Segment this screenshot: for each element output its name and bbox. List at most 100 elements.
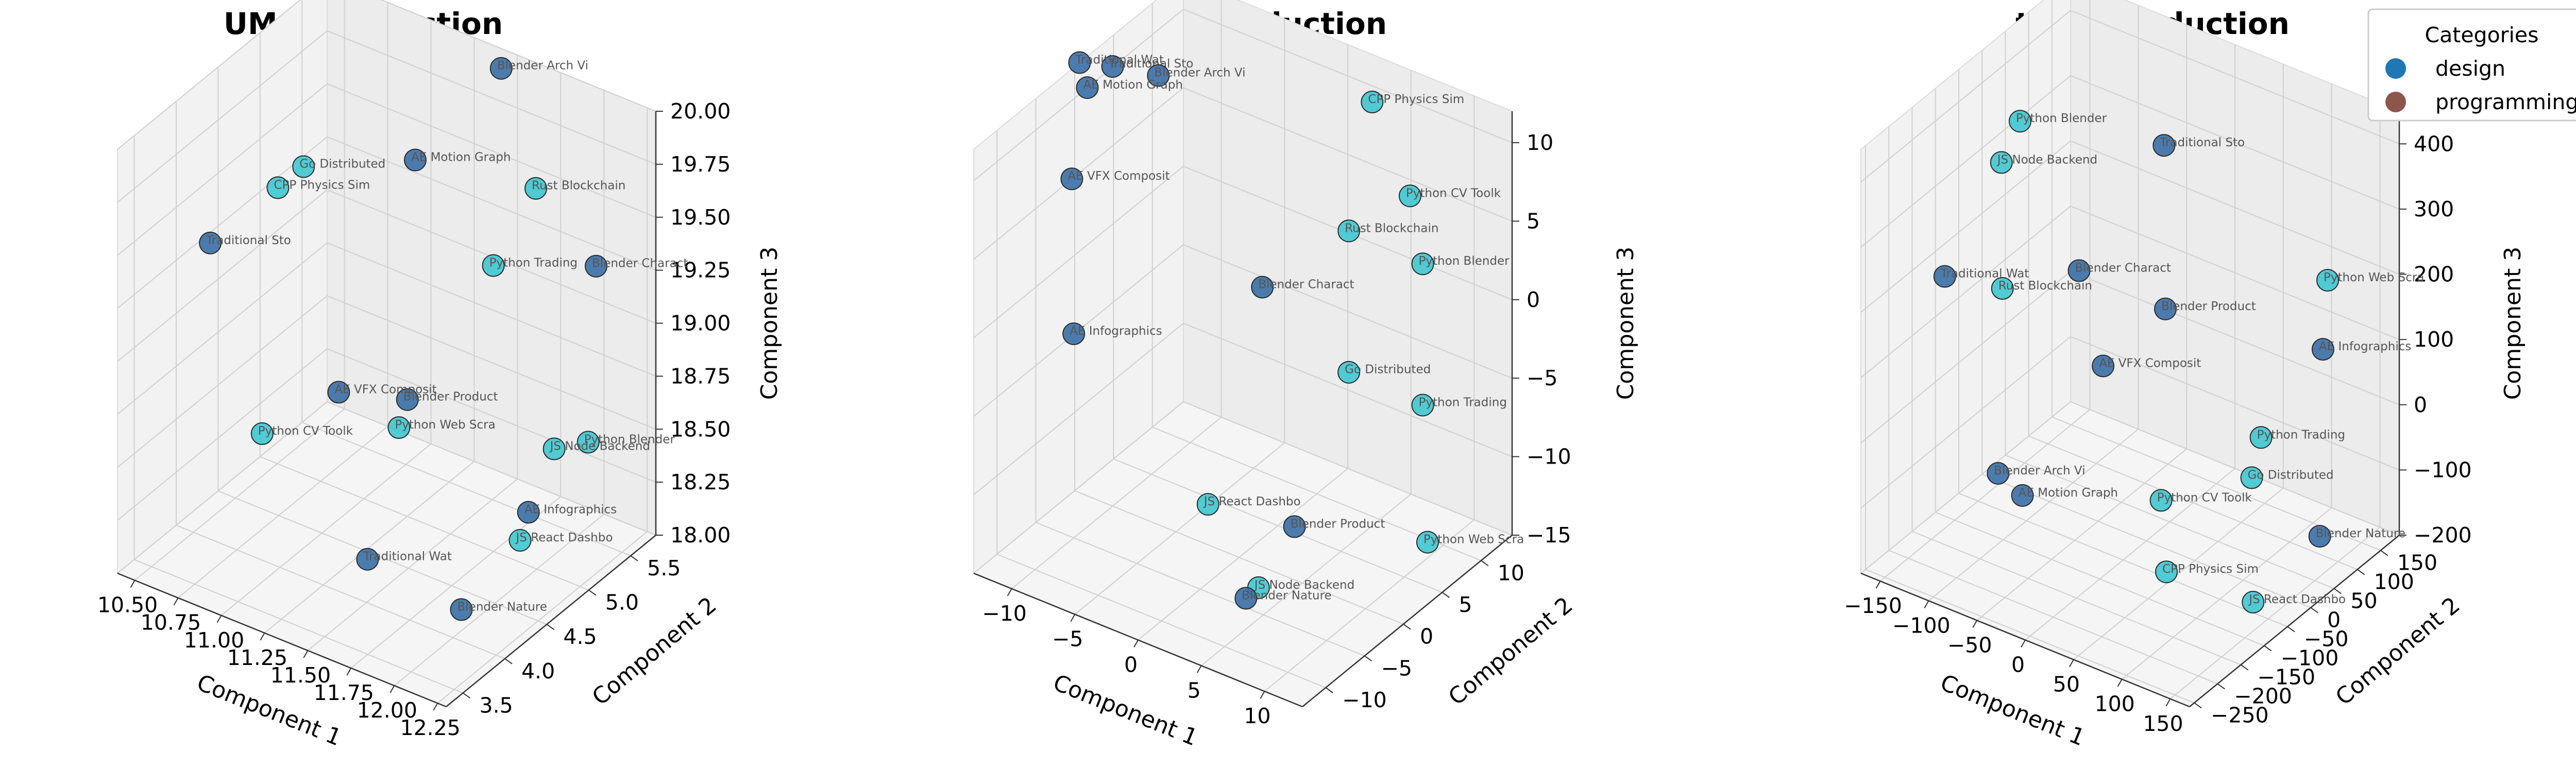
point-label: Blender Arch Vi xyxy=(497,59,588,73)
data-point xyxy=(1416,531,1439,554)
x-tick-mark xyxy=(2165,698,2171,707)
x-tick-mark xyxy=(1924,600,1929,608)
point-label: AE Infographics xyxy=(524,503,617,517)
y-tick-label: −5 xyxy=(1381,656,1412,680)
y-axis-line xyxy=(2189,535,2400,707)
x-tick-mark xyxy=(1196,665,1202,673)
data-point xyxy=(387,416,411,439)
point-label: Traditional Sto xyxy=(206,234,291,247)
data-point xyxy=(1398,184,1421,208)
data-point xyxy=(2242,591,2265,613)
x-tick-label: −10 xyxy=(982,601,1027,626)
x-tick-label: −50 xyxy=(1947,633,1992,657)
point-label: Rust Blockchain xyxy=(532,179,625,193)
data-point xyxy=(1337,361,1361,384)
data-point xyxy=(509,529,532,552)
point-label: Python CV Toolk xyxy=(258,424,353,438)
x-tick-label: 10.50 xyxy=(97,593,158,618)
z-tick-label: 100 xyxy=(2414,327,2454,352)
data-point xyxy=(1196,493,1219,516)
x-tick-mark xyxy=(2069,659,2074,668)
data-point xyxy=(517,501,540,524)
data-point xyxy=(2008,110,2031,133)
point-label: AE Infographics xyxy=(1070,325,1162,338)
y-tick-label: 150 xyxy=(2397,551,2437,575)
z-tick-label: 20.00 xyxy=(670,99,731,124)
x-tick-label: 10 xyxy=(1244,704,1270,728)
y-tick-label: 5.0 xyxy=(605,590,639,615)
z-tick-label: −5 xyxy=(1527,366,1557,390)
z-tick-label: 200 xyxy=(2414,262,2454,287)
data-point xyxy=(1933,265,1956,288)
gridline-z xyxy=(973,322,1513,496)
data-point xyxy=(1337,219,1361,243)
x-tick-label: 100 xyxy=(2095,692,2135,716)
point-label: Python Web Scra xyxy=(395,418,495,432)
point-label: Blender Charact xyxy=(592,257,688,270)
point-label: Blender Product xyxy=(403,390,498,404)
gridline-z xyxy=(973,244,1513,417)
point-label: Blender Nature xyxy=(1242,589,1331,602)
x-tick-label: 12.25 xyxy=(400,715,461,740)
y-tick-mark xyxy=(2333,588,2342,594)
data-point xyxy=(2149,489,2173,512)
point-label: Blender Charact xyxy=(2075,261,2171,275)
x-tick-mark xyxy=(1260,691,1265,699)
y-tick-mark xyxy=(630,555,638,561)
z-tick-label: −100 xyxy=(2414,457,2472,482)
y-tick-mark xyxy=(2357,569,2365,575)
y-tick-label: 0 xyxy=(1420,624,1433,649)
data-point xyxy=(292,155,315,178)
x-tick-label: 11.25 xyxy=(227,645,287,670)
data-point xyxy=(543,437,566,460)
y-tick-label: 4.0 xyxy=(521,659,555,684)
data-point xyxy=(1411,394,1434,417)
z-axis-label: Component 3 xyxy=(756,247,783,400)
data-point xyxy=(1987,462,2010,485)
data-point xyxy=(1068,51,1091,74)
x-tick-mark xyxy=(260,633,265,641)
y-tick-mark xyxy=(546,624,554,630)
data-point xyxy=(1990,151,2013,174)
gridline-z xyxy=(117,0,656,150)
x-tick-label: 11.00 xyxy=(184,628,244,653)
gridline-z xyxy=(117,295,656,468)
y-tick-mark xyxy=(2287,626,2295,633)
point-label: Rust Blockchain xyxy=(1345,221,1438,235)
y-tick-mark xyxy=(1403,623,1411,630)
gridline-z xyxy=(117,401,656,574)
z-tick-label: 18.50 xyxy=(670,417,731,441)
point-label: Python Trading xyxy=(489,257,578,270)
point-label: AE Motion Graph xyxy=(2019,486,2118,500)
x-tick-mark xyxy=(1007,588,1012,596)
y-tick-label: 10 xyxy=(1498,560,1524,585)
y-tick-mark xyxy=(1364,655,1372,662)
point-label: AE Infographics xyxy=(2319,340,2411,353)
z-tick-label: 5 xyxy=(1527,209,1540,233)
data-point xyxy=(327,381,350,404)
point-label: Blender Nature xyxy=(457,600,547,613)
point-label: JS Node Backend xyxy=(549,439,650,453)
y-tick-label: 0 xyxy=(2327,608,2341,633)
y-tick-mark xyxy=(1325,687,1333,693)
x-tick-label: 50 xyxy=(2053,672,2080,697)
data-point xyxy=(1411,252,1434,276)
x-tick-label: 11.50 xyxy=(270,663,331,688)
panel-pca: PCA Reduction −10−50510−10−50510−15−10−5… xyxy=(973,0,1639,751)
data-point xyxy=(2153,134,2176,157)
data-point xyxy=(2011,484,2034,507)
point-label: Python Trading xyxy=(1419,396,1507,409)
data-point xyxy=(1234,587,1258,610)
y-axis-line xyxy=(446,535,656,707)
x-tick-label: 0 xyxy=(1124,653,1138,677)
y-tick-mark xyxy=(462,692,471,699)
y-tick-label: −50 xyxy=(2304,627,2349,652)
y-tick-label: 5.5 xyxy=(647,556,681,581)
legend-marker-programming xyxy=(2385,92,2406,112)
panel-umap: UMAP Reduction 10.5010.7511.0011.2511.50… xyxy=(97,0,783,751)
data-point xyxy=(2240,466,2263,489)
x-tick-mark xyxy=(433,703,438,711)
data-point xyxy=(2311,338,2334,361)
gridline-z xyxy=(117,348,656,521)
point-label: JS React Dashbo xyxy=(515,531,613,544)
